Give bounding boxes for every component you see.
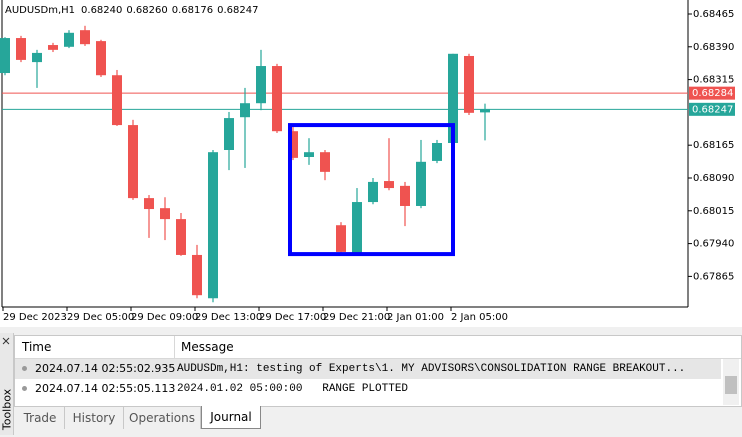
time-cell: 2024.07.14 02:55:02.935 xyxy=(35,362,176,375)
price-label: 0.68284 xyxy=(692,88,733,99)
column-divider xyxy=(174,336,175,358)
y-tick-label: 0.68465 xyxy=(693,9,734,20)
row-icon xyxy=(22,386,27,391)
candle-body xyxy=(272,66,282,132)
toolbox-panel: Toolbox Time Message 2024.07.14 02:55:02… xyxy=(0,333,742,435)
candle-body xyxy=(464,55,474,113)
time-cell: 2024.07.14 02:55:05.113 xyxy=(35,382,176,395)
price-label-bg xyxy=(689,86,735,100)
tab[interactable]: Operations xyxy=(124,407,201,429)
chart-header: AUDUSDm,H1 0.68240 0.68260 0.68176 0.68247 xyxy=(5,5,258,16)
candle-body xyxy=(400,185,410,206)
y-tick-label: 0.68315 xyxy=(693,75,734,86)
candle-body xyxy=(16,38,26,60)
candle-body xyxy=(32,52,42,63)
x-tick-label: 2 Jan 05:00 xyxy=(451,312,508,323)
message-cell: AUDUSDm,H1: testing of Experts\1. MY ADV… xyxy=(177,363,686,375)
ohlc-value: 0.68176 xyxy=(172,5,213,16)
ohlc-value: 0.68240 xyxy=(81,5,122,16)
ohlc-value: 0.68247 xyxy=(217,5,258,16)
y-tick-label: 0.68390 xyxy=(693,42,734,53)
candle-body xyxy=(80,30,90,45)
candle-body xyxy=(384,181,394,189)
x-tick-label: 29 Dec 21:00 xyxy=(323,312,390,323)
candle-body xyxy=(160,208,170,220)
tab-active[interactable]: Journal xyxy=(201,406,261,429)
scrollbar-thumb[interactable] xyxy=(725,376,737,394)
candle-body xyxy=(416,161,426,206)
x-tick-label: 29 Dec 09:00 xyxy=(131,312,198,323)
journal-table: Time Message 2024.07.14 02:55:02.935 AUD… xyxy=(14,335,742,407)
candle-body xyxy=(64,32,74,47)
candle-body xyxy=(432,143,442,161)
tab[interactable]: Trade xyxy=(16,407,65,429)
y-tick-label: 0.68015 xyxy=(693,206,734,217)
x-tick-label: 29 Dec 13:00 xyxy=(195,312,262,323)
column-header[interactable]: Message xyxy=(181,340,234,354)
candle-body xyxy=(368,181,378,203)
scrollbar[interactable] xyxy=(723,359,739,405)
candle-body xyxy=(288,131,298,158)
close-button[interactable] xyxy=(0,335,13,349)
y-tick-label: 0.67940 xyxy=(693,239,734,250)
y-tick-label: 0.68165 xyxy=(693,140,734,151)
symbol: AUDUSDm,H1 xyxy=(5,5,75,16)
candle-body xyxy=(224,118,234,151)
candle-body xyxy=(144,198,154,210)
journal-row[interactable]: 2024.07.14 02:55:02.935 AUDUSDm,H1: test… xyxy=(15,359,721,379)
y-tick-label: 0.67865 xyxy=(693,271,734,282)
chart-background xyxy=(0,0,742,327)
range-box xyxy=(288,123,455,257)
x-tick-label: 2 Jan 01:00 xyxy=(387,312,444,323)
candle-body xyxy=(0,38,10,74)
candle-body xyxy=(352,202,362,254)
toolbox-strip: Toolbox xyxy=(0,333,14,435)
table-header: Time Message xyxy=(15,336,741,359)
x-tick-label: 29 Dec 17:00 xyxy=(259,312,326,323)
candle-body xyxy=(336,225,346,252)
column-header[interactable]: Time xyxy=(22,340,52,354)
candle-body xyxy=(304,152,314,157)
journal-row[interactable]: 2024.07.14 02:55:05.113 2024.01.02 05:00… xyxy=(15,379,721,399)
candle-body xyxy=(208,152,218,299)
candle-body xyxy=(96,41,106,76)
chart: AUDUSDm,H1 0.68240 0.68260 0.68176 0.68247 0… xyxy=(0,0,742,327)
candle-body xyxy=(176,219,186,255)
candle-body xyxy=(480,109,490,113)
candle-body xyxy=(112,75,122,126)
candle-body xyxy=(256,66,266,104)
tab[interactable]: History xyxy=(65,407,124,429)
message-cell: 2024.01.02 05:00:00 RANGE PLOTTED xyxy=(177,383,409,395)
candle-body xyxy=(128,125,138,199)
ohlc-value: 0.68260 xyxy=(126,5,167,16)
row-icon xyxy=(22,366,27,371)
candle-body xyxy=(192,254,202,296)
x-tick-label: 29 Dec 05:00 xyxy=(67,312,134,323)
toolbox-label: Toolbox xyxy=(0,388,14,431)
x-tick-label: 29 Dec 2023 xyxy=(3,312,67,323)
price-label: 0.68247 xyxy=(692,104,733,115)
y-tick-label: 0.68090 xyxy=(693,173,734,184)
price-label-bg xyxy=(689,102,735,116)
candle-body xyxy=(448,53,458,144)
candle-body xyxy=(48,45,58,50)
candle-body xyxy=(240,103,250,118)
candle-body xyxy=(320,152,330,172)
